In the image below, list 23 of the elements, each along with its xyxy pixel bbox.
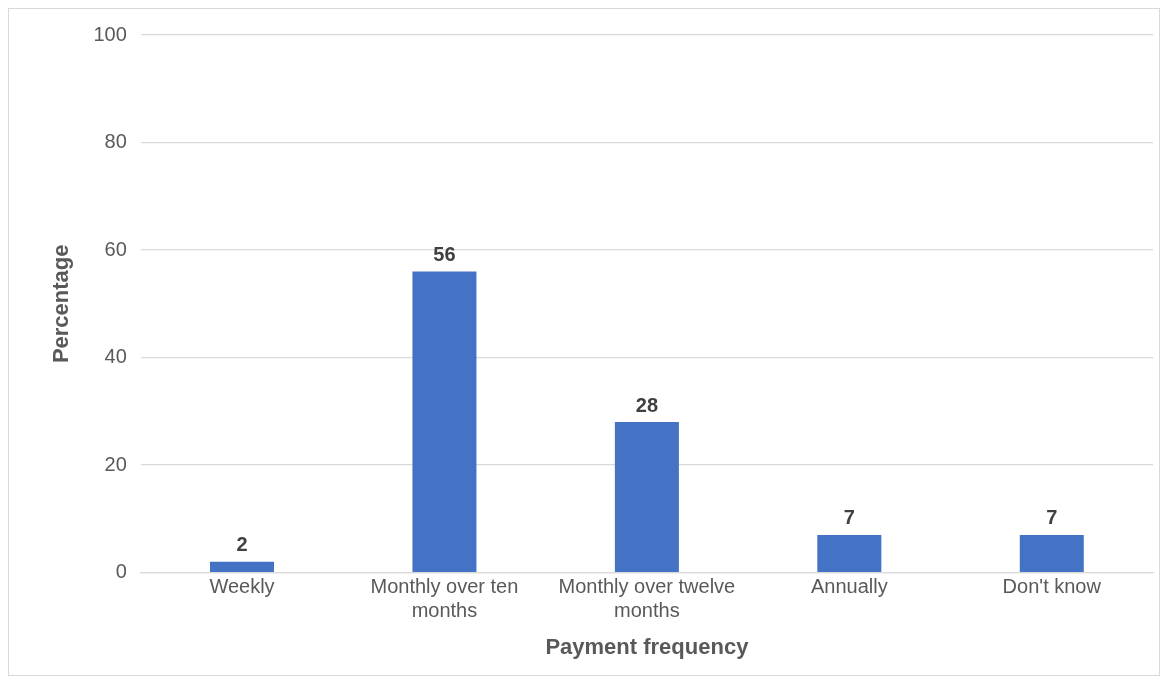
y-tick-label: 20 (104, 452, 127, 475)
y-tick-label: 60 (104, 237, 127, 260)
bar (1019, 534, 1084, 572)
data-label: 2 (236, 533, 248, 556)
x-tick-label: Weekly (209, 575, 275, 598)
bar (412, 271, 477, 572)
y-tick-label: 0 (115, 560, 127, 583)
x-tick-label: Annually (810, 575, 888, 598)
x-tick-label: Monthly over twelve months (558, 575, 736, 622)
data-label: 7 (843, 506, 855, 529)
y-tick-label: 40 (104, 345, 127, 368)
data-label: 28 (635, 393, 659, 416)
y-axis-title: Percentage (48, 244, 74, 364)
x-tick-label: Don't know (1002, 575, 1102, 598)
bar (209, 561, 274, 572)
x-tick-label: Monthly over ten months (370, 575, 519, 622)
data-label: 56 (433, 243, 456, 266)
y-tick-label: 100 (93, 22, 127, 45)
y-tick-label: 80 (104, 130, 127, 153)
x-axis-title: Payment frequency (545, 633, 750, 659)
data-label: 7 (1046, 506, 1058, 529)
bar (817, 534, 882, 572)
bar (614, 422, 679, 572)
